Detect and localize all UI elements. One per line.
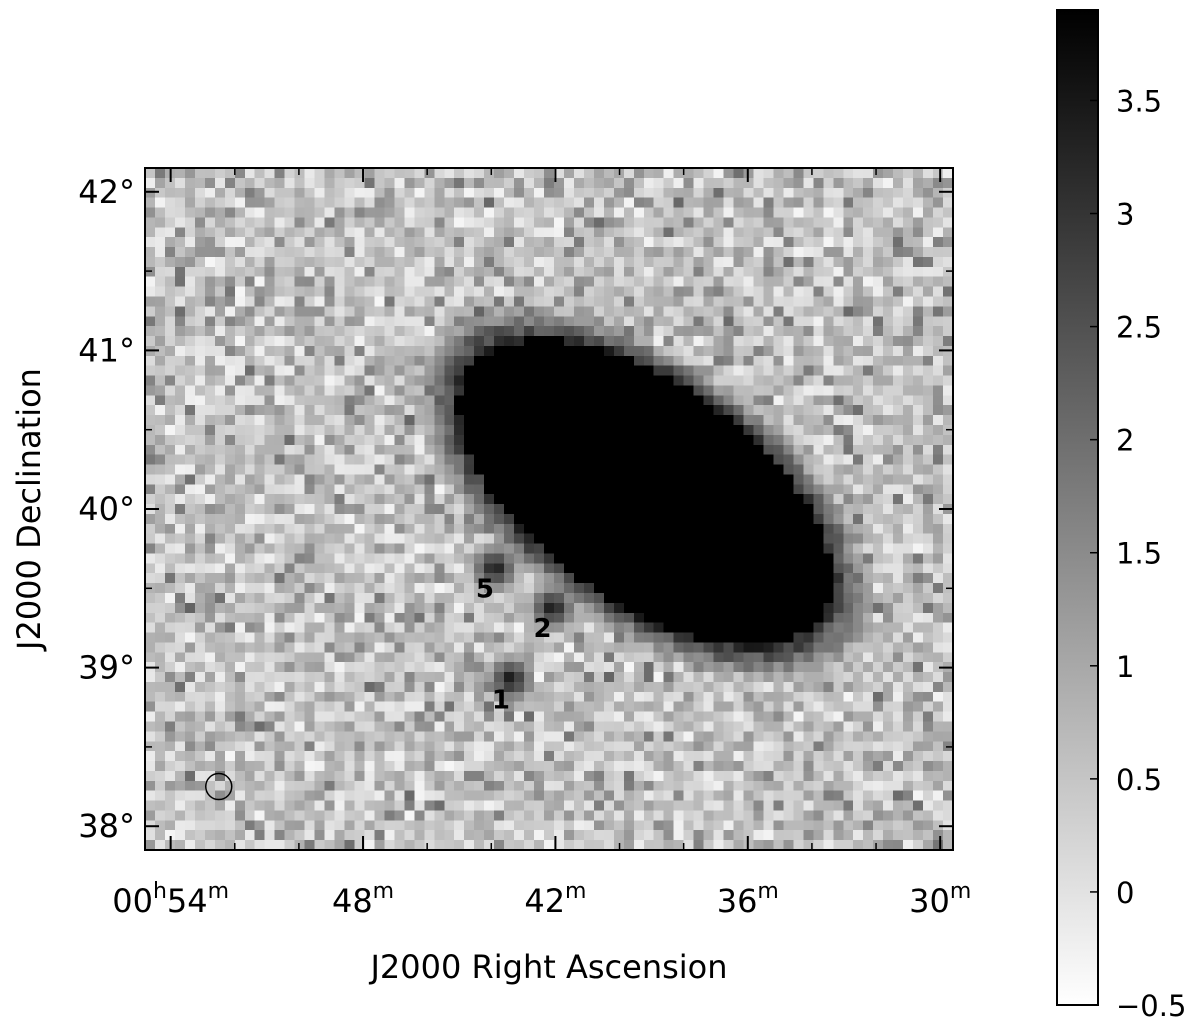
colorbar: −0.5 0 0.5 1 1.5 2 2.5 3 3.5 bbox=[1056, 9, 1186, 1023]
y-tick-label: 40° bbox=[78, 490, 135, 528]
x-tick-minutes: 42 bbox=[524, 882, 565, 920]
x-tick-label: 30m bbox=[909, 879, 971, 920]
source-label: 5 bbox=[476, 574, 494, 604]
y-tick-label: 38° bbox=[78, 807, 135, 845]
x-axis-title: J2000 Right Ascension bbox=[368, 948, 727, 986]
x-tick-minutes-unit: m bbox=[373, 879, 394, 904]
colorbar-tick-label: 3 bbox=[1116, 198, 1134, 232]
x-tick-minutes-unit: m bbox=[208, 879, 229, 904]
colorbar-tick-label: −0.5 bbox=[1116, 989, 1186, 1023]
x-tick-minutes: 48 bbox=[332, 882, 373, 920]
y-tick-label: 42° bbox=[78, 173, 135, 211]
colorbar-tick-label: 0 bbox=[1116, 876, 1134, 910]
colorbar-tick-label: 2.5 bbox=[1116, 311, 1162, 345]
x-tick-minutes-unit: m bbox=[950, 879, 971, 904]
colorbar-tick-label: 1 bbox=[1116, 650, 1134, 684]
x-axis-ticks: 00h54m 48m 42m 36m 30m bbox=[112, 168, 971, 920]
source-labels: 1 2 5 bbox=[476, 574, 552, 715]
x-tick-label: 36m bbox=[717, 879, 779, 920]
colorbar-tick-label: 1.5 bbox=[1116, 537, 1162, 571]
colorbar-tick-label: 0.5 bbox=[1116, 763, 1162, 797]
heatmap-image bbox=[145, 168, 953, 850]
y-tick-label: 41° bbox=[78, 331, 135, 369]
colorbar-tick-label: 3.5 bbox=[1116, 84, 1162, 118]
x-tick-minutes: 54 bbox=[167, 882, 208, 920]
y-axis-ticks: 38° 39° 40° 41° 42° bbox=[78, 173, 953, 845]
colorbar-tick-label: 2 bbox=[1116, 424, 1134, 458]
x-tick-hours-unit: h bbox=[153, 879, 167, 904]
x-tick-hours: 00 bbox=[112, 882, 153, 920]
source-label: 2 bbox=[534, 614, 552, 644]
x-tick-label: 42m bbox=[524, 879, 586, 920]
y-axis-title: J2000 Declination bbox=[10, 368, 48, 652]
x-tick-minutes-unit: m bbox=[565, 879, 586, 904]
source-label: 1 bbox=[492, 685, 510, 715]
colorbar-gradient bbox=[1056, 9, 1099, 1006]
heatmap-pixels bbox=[145, 168, 953, 850]
x-tick-minutes: 30 bbox=[909, 882, 950, 920]
beam-marker bbox=[204, 772, 233, 801]
x-tick-label: 00h54m bbox=[112, 879, 229, 920]
y-tick-label: 39° bbox=[78, 649, 135, 687]
x-tick-minutes: 36 bbox=[717, 882, 758, 920]
x-tick-minutes-unit: m bbox=[757, 879, 778, 904]
x-tick-label: 48m bbox=[332, 879, 394, 920]
beam-circle bbox=[204, 772, 233, 801]
